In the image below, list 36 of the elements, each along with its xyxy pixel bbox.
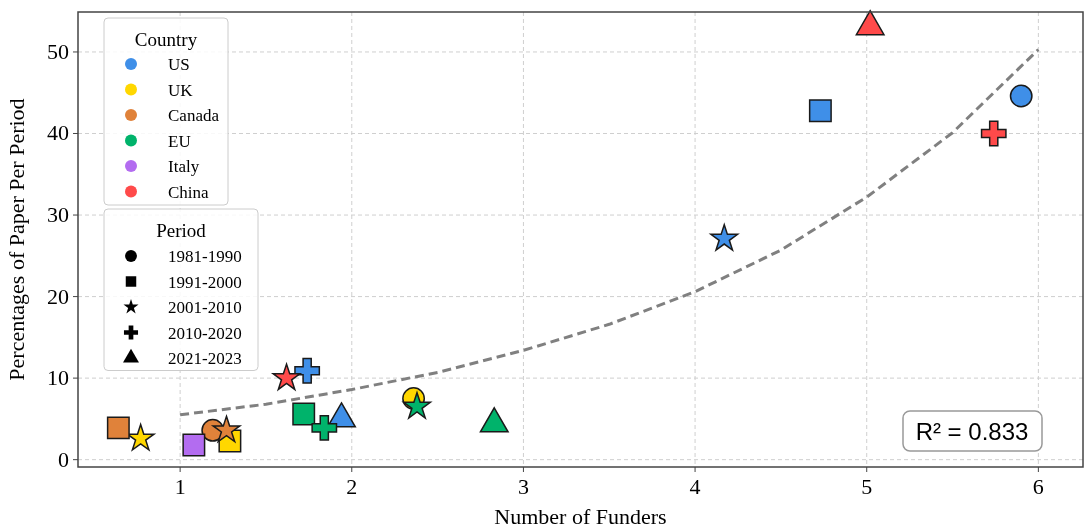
point [980, 120, 1007, 147]
legend-label: 2010-2020 [168, 323, 242, 343]
y-tick-label: 10 [47, 365, 69, 391]
text: Period [156, 220, 206, 241]
x-tick-label: 6 [1032, 474, 1044, 499]
x-tick-label: 1 [174, 474, 186, 499]
legend-label: US [168, 55, 190, 74]
x-tick-label: 3 [517, 474, 529, 499]
text: Country [134, 29, 198, 50]
point [106, 416, 130, 440]
legend-label: 2001-2010 [168, 298, 242, 317]
x-tick-label: 2 [346, 474, 358, 499]
point [294, 357, 321, 384]
x-axis-title: Number of Funders [494, 504, 667, 528]
legend-label: Italy [168, 157, 200, 176]
legend-label: 1981-1990 [168, 247, 242, 266]
x-tick-label: 4 [689, 474, 701, 499]
point [182, 433, 206, 457]
y-tick-label: 0 [58, 446, 69, 472]
y-tick-label: 40 [47, 120, 69, 146]
legend-label: 1991-2000 [168, 272, 242, 292]
y-tick-label: 50 [47, 38, 69, 64]
y-tick-label: 30 [47, 202, 69, 228]
y-tick-label: 20 [47, 283, 69, 309]
legend-label: UK [168, 80, 194, 100]
legend-label: Canada [168, 106, 220, 125]
legend-label: EU [168, 131, 191, 151]
legend-label: China [168, 182, 210, 202]
point [311, 414, 338, 441]
point [272, 363, 301, 391]
y-axis-title: Percentages of Paper Per Period [4, 98, 29, 381]
annotation: R² = 0.833 [915, 418, 1029, 445]
legend-label: 2021-2023 [168, 349, 242, 368]
point [1009, 84, 1033, 108]
point [808, 99, 832, 123]
x-tick-label: 5 [861, 474, 873, 499]
